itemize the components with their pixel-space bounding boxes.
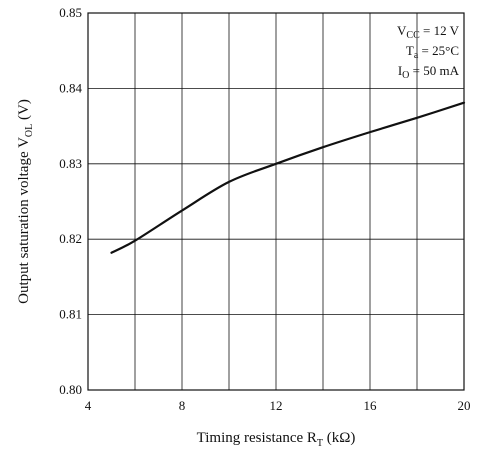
y-axis-title-unit: (V) [16,99,32,124]
condition-line: Ta = 25°C [406,43,459,61]
plot-frame [87,12,465,391]
y-tick-label: 0.85 [59,5,82,20]
x-axis-title-sub: T [317,438,323,449]
y-tick-label: 0.83 [59,156,82,171]
tick-labels: 4 8 12 16 20 0.80 0.81 0.82 0.83 0.84 0.85 [59,5,470,413]
x-tick-label: 8 [179,398,186,413]
y-tick-label: 0.82 [59,231,82,246]
condition-value: = 12 V [420,23,460,38]
condition-value: = 50 mA [409,63,459,78]
condition-line: IO = 50 mA [398,63,460,81]
x-tick-label: 4 [85,398,92,413]
x-tick-label: 12 [270,398,283,413]
x-axis-title: Timing resistance RT (kΩ) [197,430,356,449]
series-line [110,101,466,254]
condition-line: VCC = 12 V [397,23,460,41]
y-axis-title-main: Output saturation voltage V [16,137,32,304]
y-tick-label: 0.81 [59,307,82,322]
grid-lines [88,13,464,390]
condition-subscript: a [414,50,419,61]
y-axis-title-sub: OL [24,124,35,137]
x-tick-label: 20 [458,398,471,413]
condition-symbol: T [406,43,414,58]
y-axis-title: Output saturation voltage VOL (V) [16,99,35,304]
conditions-lines: VCC = 12 V Ta = 25°C IO = 50 mA [397,23,460,81]
condition-subscript: O [402,70,409,81]
x-axis-title-main: Timing resistance R [197,430,317,446]
x-axis-title-unit: (kΩ) [323,430,355,446]
condition-symbol: V [397,23,407,38]
conditions-box: VCC = 12 V Ta = 25°C IO = 50 mA [397,15,462,87]
y-tick-label: 0.80 [59,382,82,397]
x-tick-label: 16 [364,398,378,413]
conditions-box-frame [419,15,462,87]
series-layer [110,101,466,254]
condition-subscript: CC [406,30,420,41]
y-tick-label: 0.84 [59,80,82,95]
condition-value: = 25°C [418,43,459,58]
condition-symbol: I [398,63,402,78]
